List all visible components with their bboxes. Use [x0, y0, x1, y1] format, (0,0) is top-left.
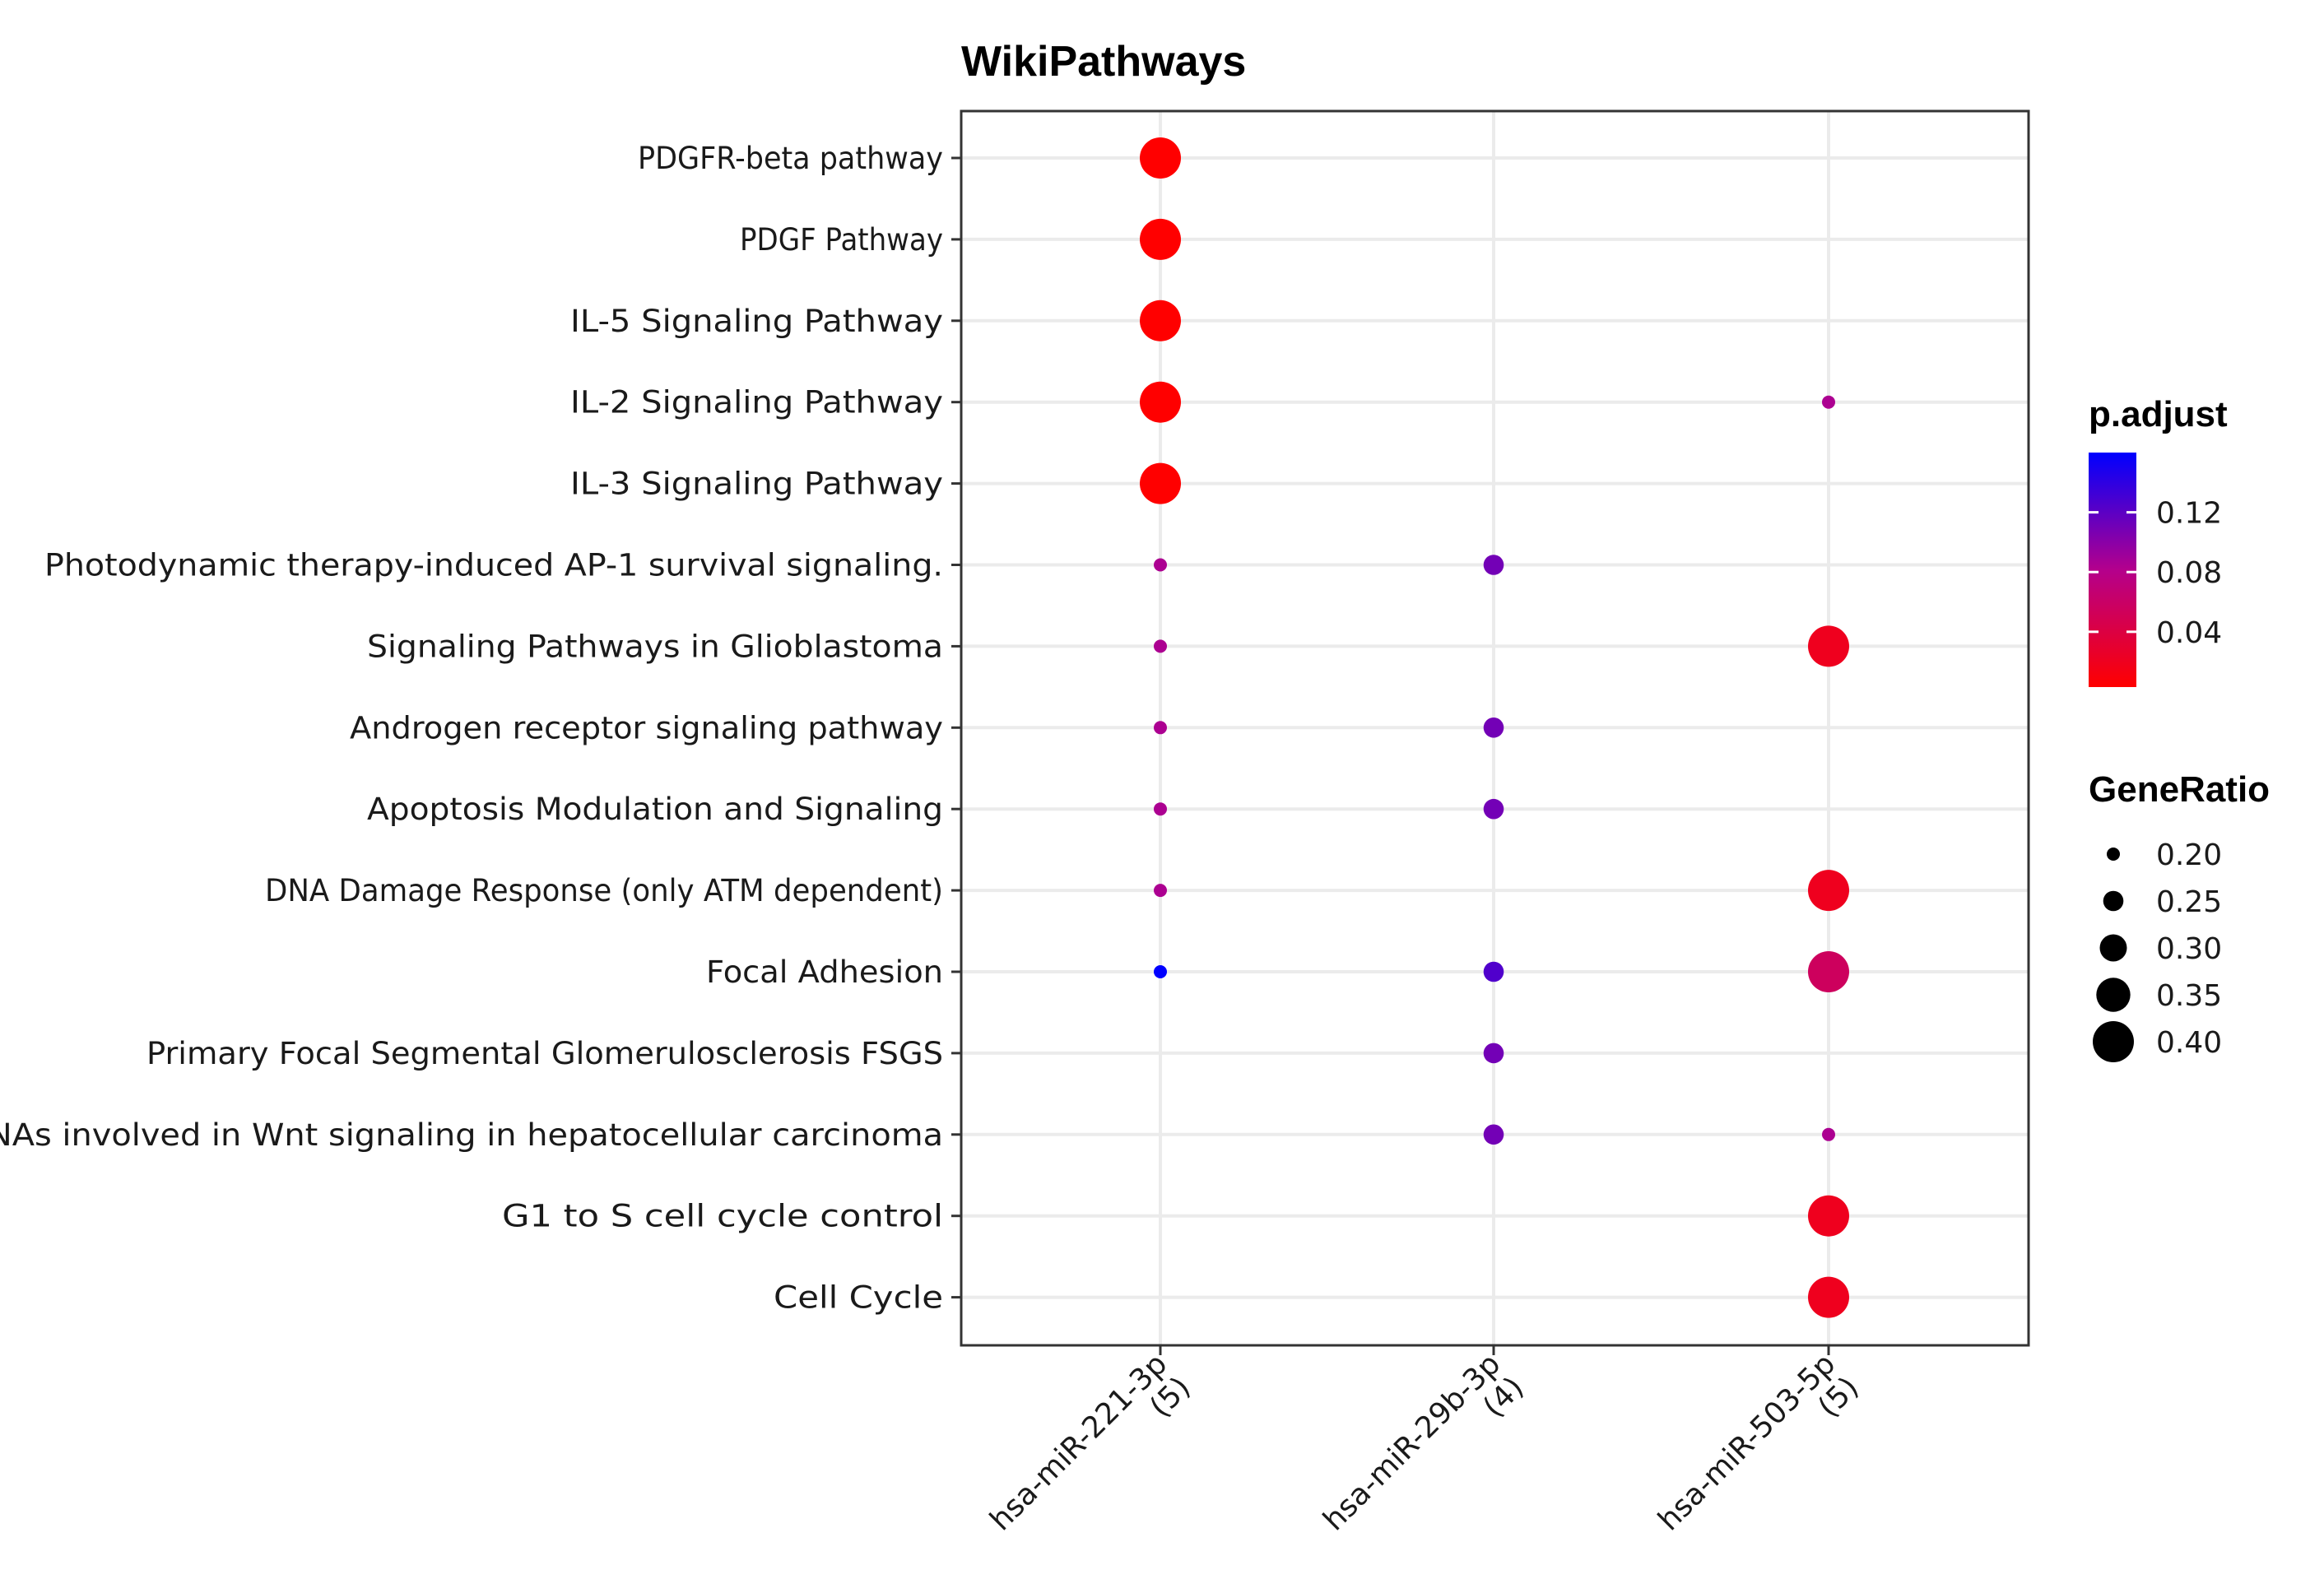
y-tick-label: Photodynamic therapy-induced AP-1 surviv…: [44, 548, 943, 583]
data-point: [1154, 558, 1167, 572]
size-legend-label: 0.20: [2156, 838, 2222, 872]
data-point: [1154, 639, 1167, 653]
size-legend-label: 0.35: [2156, 979, 2222, 1013]
size-legend-key: [2107, 848, 2120, 861]
data-point: [1154, 802, 1167, 816]
x-tick-label: hsa-miR-29b-3p(4): [1317, 1347, 1530, 1537]
data-point: [1483, 718, 1504, 738]
data-point: [1808, 951, 1849, 992]
y-tick-label: PDGF Pathway: [740, 222, 943, 258]
gene-ratio-legend-keys: 0.20 0.25 0.30 0.35 0.40: [2093, 838, 2222, 1062]
data-point: [1483, 555, 1504, 575]
data-point: [1822, 395, 1835, 409]
data-point: [1140, 300, 1181, 341]
size-legend-label: 0.30: [2156, 932, 2222, 966]
y-tick-label: DNA Damage Response (only ATM dependent): [265, 873, 943, 908]
data-point: [1808, 1276, 1849, 1318]
y-tick-label: Apoptosis Modulation and Signaling: [367, 792, 943, 827]
colorbar-tick-label: 0.12: [2156, 497, 2222, 531]
y-tick-label: Androgen receptor signaling pathway: [350, 710, 943, 745]
y-tick-label: ncRNAs involved in Wnt signaling in hepa…: [0, 1117, 943, 1153]
data-point: [1140, 462, 1181, 504]
size-legend-label: 0.25: [2156, 885, 2222, 919]
colorbar-tick-label: 0.04: [2156, 616, 2222, 650]
y-tick-label: PDGFR-beta pathway: [638, 141, 943, 176]
y-axis: PDGFR-beta pathway PDGF Pathway IL-5 Signa…: [0, 141, 961, 1316]
data-point: [1822, 1127, 1835, 1141]
y-tick-label: IL-2 Signaling Pathway: [570, 385, 943, 420]
gene-ratio-legend: GeneRatio 0.20 0.25 0.30 0.35 0.40: [2089, 769, 2270, 1062]
y-tick-label: Primary Focal Segmental Glomeruloscleros…: [146, 1036, 943, 1071]
size-legend-key: [2099, 934, 2127, 962]
data-point: [1154, 965, 1167, 978]
data-point: [1140, 218, 1181, 260]
data-point: [1808, 870, 1849, 912]
data-point: [1140, 381, 1181, 423]
data-point: [1140, 137, 1181, 179]
size-legend-key: [2093, 1021, 2134, 1062]
data-point: [1483, 798, 1504, 820]
y-tick-label: Cell Cycle: [774, 1280, 943, 1316]
data-point: [1483, 1124, 1504, 1145]
colorbar-ticks: 0.04 0.08 0.12: [2089, 497, 2222, 650]
size-legend-key: [2103, 890, 2124, 912]
data-point: [1483, 961, 1504, 982]
gene-ratio-legend-title: GeneRatio: [2089, 769, 2270, 810]
size-legend-key: [2096, 978, 2131, 1012]
x-tick-label: hsa-miR-503-5p(5): [1652, 1347, 1865, 1537]
data-point: [1808, 625, 1849, 667]
y-tick-label: IL-3 Signaling Pathway: [570, 467, 943, 502]
size-legend-label: 0.40: [2156, 1026, 2222, 1060]
data-point: [1154, 721, 1167, 735]
x-tick-name: hsa-miR-503-5p: [1652, 1347, 1842, 1537]
data-point: [1483, 1043, 1504, 1064]
x-axis: hsa-miR-221-3p(5) hsa-miR-29b-3p(4) hsa-mi…: [983, 1345, 1866, 1537]
data-point: [1808, 1195, 1849, 1237]
x-tick-label: hsa-miR-221-3p(5): [983, 1347, 1197, 1537]
y-tick-label: G1 to S cell cycle control: [502, 1199, 943, 1234]
p-adjust-legend-title: p.adjust: [2089, 394, 2228, 434]
y-tick-label: Signaling Pathways in Glioblastoma: [367, 629, 943, 664]
p-adjust-colorbar: [2089, 453, 2136, 687]
data-point: [1154, 884, 1167, 898]
y-tick-label: IL-5 Signaling Pathway: [570, 304, 943, 339]
x-tick-name: hsa-miR-29b-3p: [1317, 1347, 1507, 1537]
colorbar-tick-label: 0.08: [2156, 556, 2222, 590]
data-points: [1140, 137, 1849, 1318]
p-adjust-legend: p.adjust 0.04 0.08 0.12: [2089, 394, 2228, 687]
chart-title: WikiPathways: [961, 38, 1246, 86]
y-tick-label: Focal Adhesion: [706, 954, 943, 990]
x-tick-name: hsa-miR-221-3p: [983, 1347, 1174, 1537]
